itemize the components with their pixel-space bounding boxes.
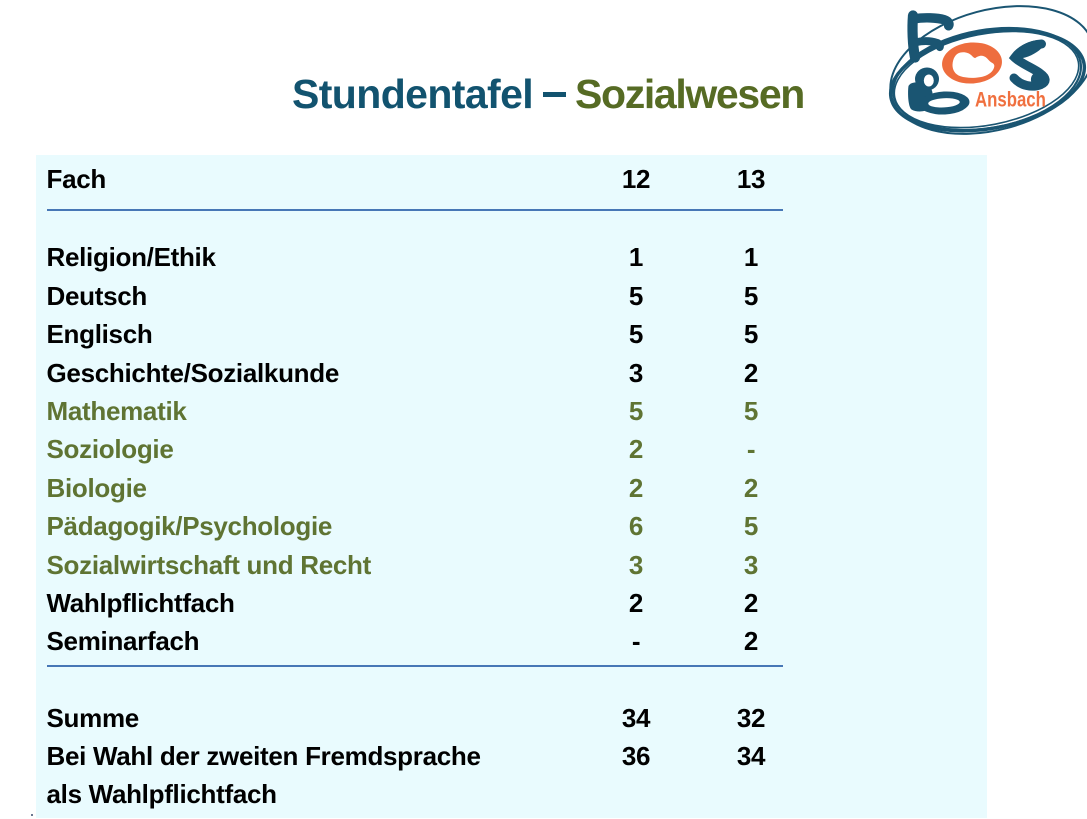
svg-text:Ansbach: Ansbach bbox=[975, 89, 1046, 112]
